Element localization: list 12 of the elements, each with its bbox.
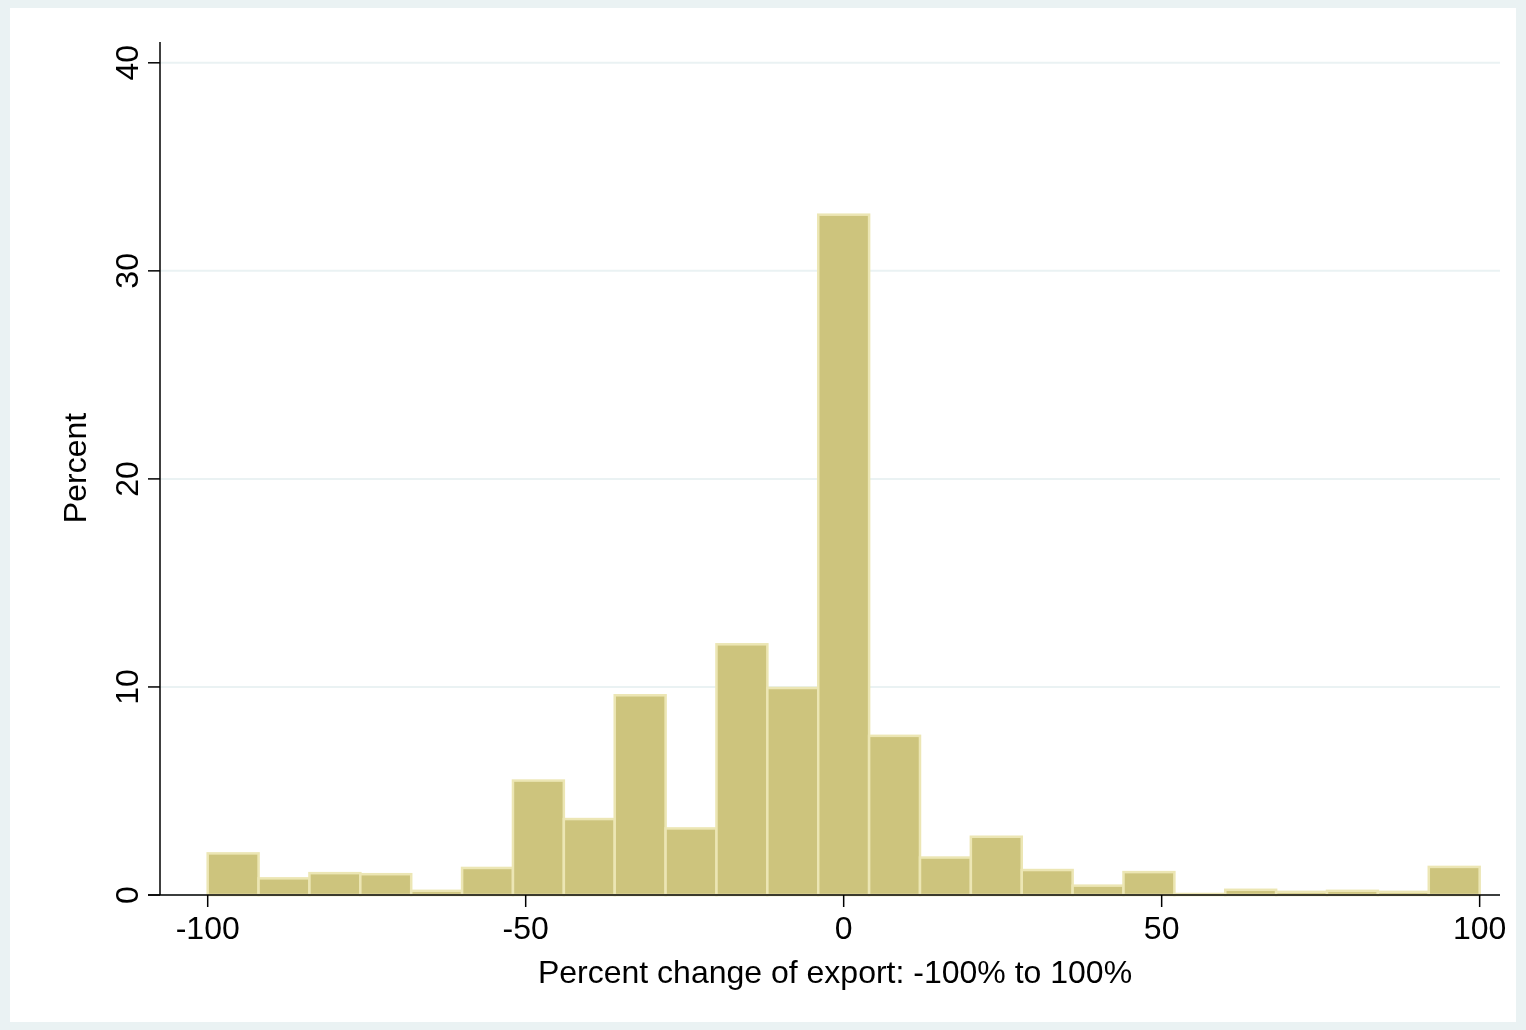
- y-tick-label: 10: [109, 669, 145, 705]
- y-tick-label: 40: [109, 45, 145, 81]
- y-tick-label: 0: [109, 886, 145, 904]
- x-axis-title: Percent change of export: -100% to 100%: [537, 954, 1133, 990]
- x-tick-label: 0: [834, 910, 853, 946]
- y-tick-label: 30: [109, 253, 145, 289]
- y-axis-title: Percent: [57, 412, 93, 524]
- y-tick-label: 20: [109, 461, 145, 497]
- x-tick-label: 50: [1143, 910, 1180, 946]
- x-tick-label: -100: [175, 910, 240, 946]
- x-tick-label: -50: [502, 910, 549, 946]
- x-tick-label: 100: [1452, 910, 1507, 946]
